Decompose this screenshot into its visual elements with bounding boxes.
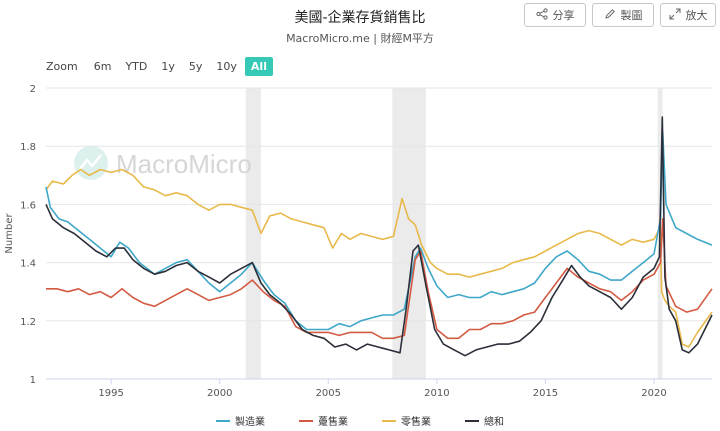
y-tick-label: 2 [30,84,36,95]
share-icon [535,7,548,23]
range-button-all[interactable]: All [244,57,273,76]
x-tick-label: 2010 [424,388,449,399]
legend-label-total: 總和 [484,417,504,428]
x-tick-label: 2015 [533,388,558,399]
legend-label-manufacturing: 製造業 [235,417,265,428]
legend: 製造業 躉售業 零售業 總和 [0,413,720,428]
legend-item-wholesale[interactable]: 躉售業 [299,413,348,428]
series-line-total[interactable] [45,116,713,357]
x-tick-label: 1995 [98,388,123,399]
y-tick-label: 1.2 [20,317,36,328]
range-button-10y[interactable]: 10y [216,60,237,73]
series-line-retail[interactable] [45,168,713,348]
legend-swatch-retail [382,419,396,422]
legend-item-total[interactable]: 總和 [465,413,504,428]
chart-title: 美國-企業存貨銷售比 [294,10,426,26]
series-line-wholesale[interactable] [46,218,713,340]
range-button-ytd[interactable]: YTD [125,60,148,73]
draw-label: 製圖 [620,9,643,22]
x-tick-label: 2000 [207,388,232,399]
range-button-1y[interactable]: 1y [161,60,175,73]
legend-swatch-wholesale [299,419,313,422]
legend-item-retail[interactable]: 零售業 [382,413,431,428]
y-tick-label: 1.8 [20,142,36,153]
range-button-6m[interactable]: 6m [93,60,112,73]
recession-band [392,88,427,379]
legend-item-manufacturing[interactable]: 製造業 [216,413,265,428]
y-tick-label: 1.4 [20,259,36,270]
share-button[interactable]: 分享 [524,3,586,27]
pencil-icon [604,8,616,23]
expand-button[interactable]: 放大 [660,3,716,27]
draw-button[interactable]: 製圖 [592,3,654,27]
zoom-label: Zoom [46,60,78,73]
recession-band [245,88,261,379]
y-axis-label: Number [4,213,15,254]
legend-label-retail: 零售業 [401,417,431,428]
expand-label: 放大 [685,9,708,22]
expand-icon [669,8,681,23]
x-tick-label: 2020 [641,388,666,399]
legend-swatch-manufacturing [216,419,230,422]
x-tick-label: 2005 [316,388,341,399]
zoom-bar: Zoom 6m YTD 1y 5y 10y All [46,57,273,76]
y-tick-label: 1.6 [20,200,36,211]
range-button-5y[interactable]: 5y [188,60,203,73]
legend-label-wholesale: 躉售業 [318,417,348,428]
chart-subtitle: MacroMicro.me | 財經M平方 [286,32,434,45]
legend-swatch-total [465,419,479,422]
y-tick-label: 1 [30,375,36,386]
watermark-text: MacroMicro [116,149,252,179]
share-label: 分享 [552,9,575,22]
